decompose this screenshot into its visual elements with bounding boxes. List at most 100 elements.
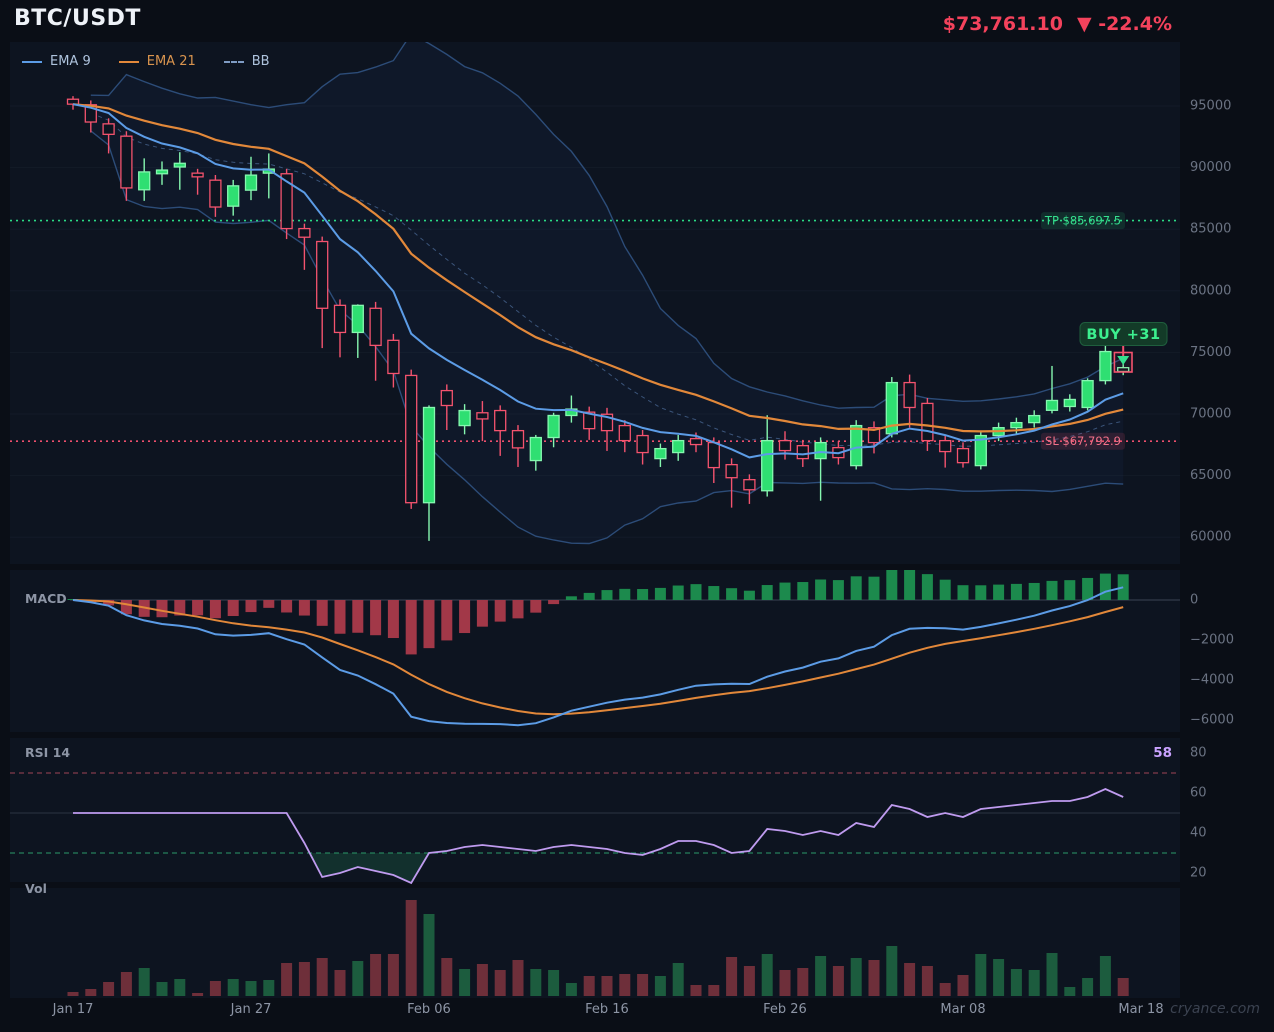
rsi-axis-label: 20 xyxy=(1190,866,1207,881)
candle-body xyxy=(618,424,631,442)
price-display: $73,761.10 ▼ -22.4% xyxy=(943,13,1172,35)
volume-bar xyxy=(1117,978,1129,996)
buy-arrow-down-icon xyxy=(1117,356,1130,365)
volume-bar xyxy=(868,960,880,996)
macd-histogram-bar xyxy=(1099,573,1111,600)
tp-sl-levels: TP $85,697.5 SL $67,792.9 xyxy=(10,212,1180,450)
candle-body xyxy=(351,304,364,334)
volume-bar xyxy=(779,970,791,996)
legend-item-bb[interactable]: BB xyxy=(223,54,270,69)
candle-body xyxy=(191,172,204,178)
volume-bar xyxy=(423,914,435,996)
buy-badge xyxy=(1079,322,1168,346)
price-axis-label: 95000 xyxy=(1190,99,1231,114)
volume-bar xyxy=(245,981,257,996)
symbol-title: BTC/USDT xyxy=(14,6,141,31)
macd-histogram-bar xyxy=(921,574,933,600)
legend-item-ema9[interactable]: EMA 9 xyxy=(22,54,91,69)
volume-bar xyxy=(939,983,951,996)
candle-body xyxy=(458,409,471,427)
vol-panel-label: Vol xyxy=(25,881,47,896)
macd-histogram-bar xyxy=(690,584,702,600)
legend-item-ema21[interactable]: EMA 21 xyxy=(118,54,196,69)
volume-bar xyxy=(1028,970,1040,996)
macd-histogram-bar xyxy=(904,570,916,600)
macd-histogram-bar xyxy=(263,600,275,608)
macd-axis-label: −2000 xyxy=(1190,633,1234,648)
vol-panel-bg xyxy=(10,888,1180,998)
macd-histogram-bar xyxy=(637,589,649,600)
volume-bar xyxy=(1099,956,1111,996)
volume-bar xyxy=(459,969,471,996)
candle-body xyxy=(173,162,186,168)
volume-bar xyxy=(209,981,221,996)
rsi-axis-label: 60 xyxy=(1190,786,1207,801)
rsi-current-value: 58 xyxy=(1153,745,1172,761)
candle-body xyxy=(333,304,347,334)
macd-histogram-bar xyxy=(298,600,310,616)
volume-bar xyxy=(1064,987,1076,996)
volume-bar xyxy=(120,972,132,996)
volume-bar xyxy=(1010,969,1022,996)
volume-bar xyxy=(904,963,916,996)
candle-body xyxy=(689,437,703,446)
candle-body xyxy=(1099,350,1112,382)
candle-body xyxy=(1028,414,1041,424)
macd-panel-label: MACD xyxy=(25,591,67,606)
volume-bar xyxy=(690,985,702,996)
tp-label-pill xyxy=(1041,212,1125,230)
macd-histogram-bar xyxy=(192,600,204,616)
candle-body xyxy=(440,389,453,407)
bb-line-swatch-icon xyxy=(223,60,244,63)
volume-bar xyxy=(156,982,168,996)
candle-body xyxy=(66,98,80,105)
candle-body xyxy=(707,441,720,469)
macd-histogram-bar xyxy=(886,570,898,600)
candle-body xyxy=(209,179,222,208)
macd-histogram-bar xyxy=(1010,583,1022,600)
price-axis-label: 60000 xyxy=(1190,530,1231,545)
candle-body xyxy=(529,436,542,462)
ema9-line-swatch-icon xyxy=(22,60,42,63)
volume-bar xyxy=(405,900,417,996)
macd-histogram-bar xyxy=(993,584,1005,600)
macd-histogram-bar xyxy=(601,590,613,600)
volume-bar xyxy=(832,966,844,996)
candle-body xyxy=(600,413,614,432)
x-axis-label: Jan 27 xyxy=(230,1002,272,1017)
candle-body xyxy=(227,185,240,207)
macd-histogram-bar xyxy=(459,600,471,634)
volume-bar xyxy=(174,979,186,996)
watermark: cryance.com xyxy=(1170,1001,1260,1017)
candle-body xyxy=(903,381,916,409)
volume-bar xyxy=(654,976,666,996)
volume-bar xyxy=(263,980,275,996)
volume-bar xyxy=(797,968,809,996)
macd-histogram-bar xyxy=(761,585,773,600)
rsi-panel xyxy=(10,772,1180,885)
macd-histogram-bar xyxy=(743,590,755,600)
macd-histogram-bar xyxy=(832,580,844,600)
macd-histogram-bar xyxy=(476,600,488,627)
macd-histogram-bar xyxy=(120,600,132,615)
candle-body xyxy=(743,479,756,491)
rsi-panel-label: RSI 14 xyxy=(25,745,71,760)
macd-axis-label: −6000 xyxy=(1190,713,1234,728)
macd-histogram-bar xyxy=(815,579,827,600)
volume-bar xyxy=(815,956,827,996)
volume-bar xyxy=(103,982,115,996)
volume-bar xyxy=(957,975,969,996)
candle-body xyxy=(761,439,774,492)
candle-body xyxy=(796,445,809,460)
price-axis-label: 90000 xyxy=(1190,160,1231,175)
macd-histogram-bar xyxy=(512,600,524,619)
macd-histogram-bar xyxy=(494,600,506,622)
volume-bar xyxy=(1082,978,1094,996)
rsi-panel-bg xyxy=(10,738,1180,882)
candle-body xyxy=(1010,421,1023,429)
candle-body xyxy=(405,374,418,504)
macd-histogram-bar xyxy=(441,600,453,641)
rsi-oversold-fill xyxy=(73,853,1124,883)
volume-bar xyxy=(850,958,862,996)
